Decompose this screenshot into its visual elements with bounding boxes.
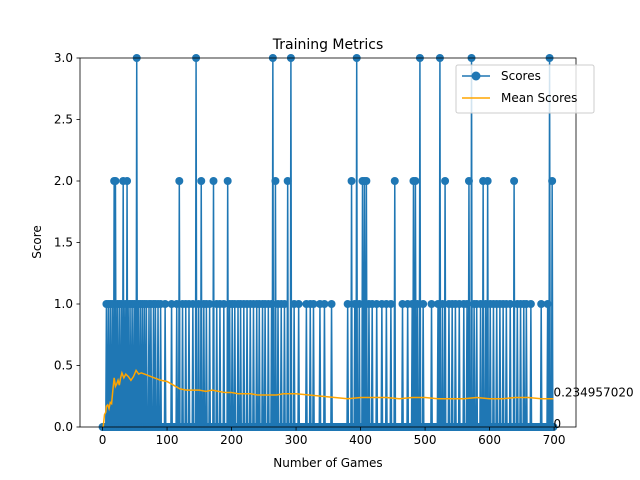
x-tick-label: 500 bbox=[414, 433, 437, 447]
y-tick-label: 2.5 bbox=[54, 113, 73, 127]
scores-point bbox=[347, 177, 356, 185]
scores-point bbox=[205, 300, 214, 308]
scores-end-label: 0 bbox=[553, 417, 561, 431]
scores-point bbox=[463, 300, 472, 308]
chart-title: Training Metrics bbox=[272, 37, 384, 53]
scores-point bbox=[197, 177, 206, 185]
x-tick-label: 400 bbox=[349, 433, 372, 447]
scores-point bbox=[548, 177, 557, 185]
scores-point bbox=[427, 300, 436, 308]
scores-point bbox=[320, 300, 329, 308]
scores-point bbox=[280, 300, 289, 308]
scores-point bbox=[438, 300, 447, 308]
scores-point bbox=[188, 300, 197, 308]
scores-point bbox=[355, 300, 364, 308]
x-tick-label: 0 bbox=[99, 433, 107, 447]
x-tick-label: 700 bbox=[543, 433, 566, 447]
plot-area bbox=[98, 54, 558, 431]
scores-point bbox=[543, 300, 552, 308]
scores-point bbox=[464, 177, 473, 185]
y-tick-label: 0.5 bbox=[54, 359, 73, 373]
scores-point bbox=[161, 300, 170, 308]
legend-label-scores: Scores bbox=[501, 69, 541, 83]
scores-point bbox=[271, 177, 280, 185]
scores-point bbox=[219, 300, 228, 308]
x-tick-label: 100 bbox=[156, 433, 179, 447]
x-axis-label: Number of Games bbox=[273, 456, 382, 470]
y-tick-label: 1.5 bbox=[54, 236, 73, 250]
scores-point bbox=[419, 300, 428, 308]
scores-point bbox=[283, 177, 292, 185]
scores-point bbox=[526, 300, 535, 308]
legend-label-mean-scores: Mean Scores bbox=[501, 91, 577, 105]
scores-point bbox=[209, 177, 218, 185]
scores-point bbox=[327, 300, 336, 308]
scores-point bbox=[506, 300, 515, 308]
x-tick-label: 200 bbox=[220, 433, 243, 447]
scores-point bbox=[483, 177, 492, 185]
scores-point bbox=[111, 177, 120, 185]
mean-scores-line bbox=[102, 368, 554, 428]
scores-point bbox=[123, 177, 132, 185]
x-tick-label: 300 bbox=[285, 433, 308, 447]
y-tick-label: 0.0 bbox=[54, 420, 73, 434]
scores-point bbox=[537, 300, 546, 308]
scores-point bbox=[386, 300, 395, 308]
scores-point bbox=[441, 177, 450, 185]
y-axis-label: Score bbox=[30, 225, 44, 259]
y-tick-label: 2.0 bbox=[54, 174, 73, 188]
legend: Scores Mean Scores bbox=[455, 64, 595, 114]
mean-scores-end-label: 0.234957020 bbox=[553, 386, 633, 400]
y-tick-label: 3.0 bbox=[54, 51, 73, 65]
y-tick-label: 1.0 bbox=[54, 297, 73, 311]
scores-point bbox=[510, 177, 519, 185]
scores-point bbox=[390, 177, 399, 185]
axes: 0 100 200 300 400 500 600 700 0.0 0.5 1.0 1.5 2.0 2.5… bbox=[54, 51, 577, 447]
x-tick-label: 600 bbox=[478, 433, 501, 447]
legend-marker-scores bbox=[471, 71, 481, 81]
scores-point bbox=[175, 177, 184, 185]
scores-point bbox=[343, 300, 352, 308]
scores-point bbox=[294, 300, 303, 308]
legend-box bbox=[455, 64, 595, 114]
scores-point bbox=[362, 177, 371, 185]
scores-point bbox=[411, 177, 420, 185]
scores-point bbox=[267, 300, 276, 308]
scores-point bbox=[172, 300, 181, 308]
scores-point bbox=[223, 177, 232, 185]
scores-point bbox=[413, 300, 422, 308]
scores-point bbox=[309, 300, 318, 308]
